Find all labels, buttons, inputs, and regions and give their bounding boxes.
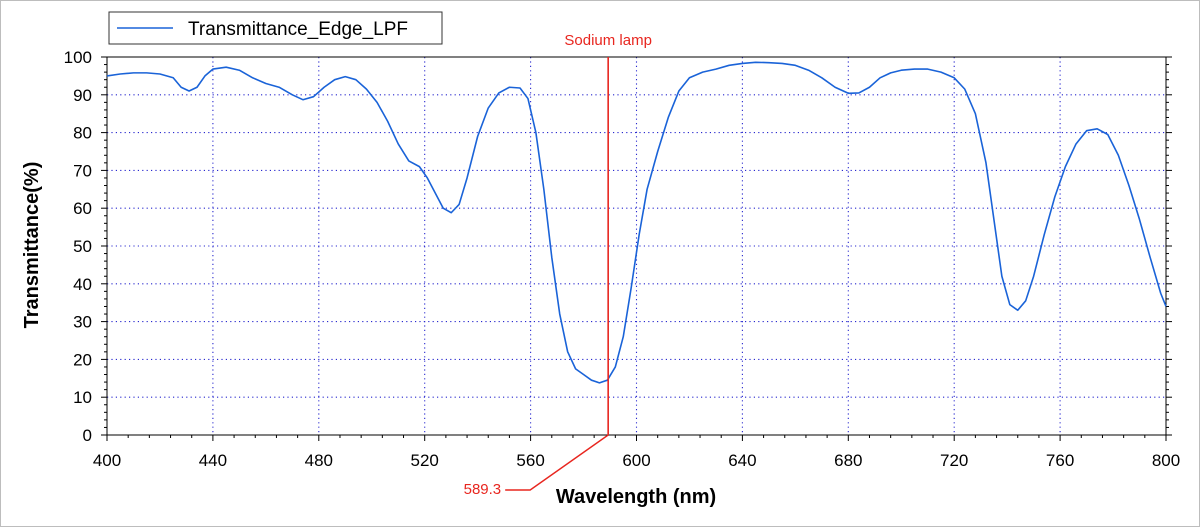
- x-tick-label: 520: [411, 451, 439, 470]
- y-axis-title: Transmittance(%): [21, 162, 43, 329]
- wavelength-callout-label: 589.3: [464, 481, 502, 498]
- y-axis-ticks: 0 10 20 30 40 50 60 70 80 90 100: [64, 48, 1172, 445]
- x-tick-label: 400: [93, 451, 121, 470]
- x-tick-label: 560: [516, 451, 544, 470]
- x-tick-label: 720: [940, 451, 968, 470]
- x-axis-title: Wavelength (nm): [556, 486, 716, 508]
- y-tick-label: 20: [73, 350, 92, 369]
- y-tick-label: 40: [73, 275, 92, 294]
- x-tick-label: 480: [305, 451, 333, 470]
- y-tick-label: 70: [73, 161, 92, 180]
- y-tick-label: 90: [73, 86, 92, 105]
- x-tick-label: 680: [834, 451, 862, 470]
- y-tick-label: 50: [73, 237, 92, 256]
- y-tick-label: 10: [73, 388, 92, 407]
- x-tick-label: 800: [1152, 451, 1180, 470]
- y-tick-label: 60: [73, 199, 92, 218]
- legend-label: Transmittance_Edge_LPF: [188, 19, 408, 40]
- legend: Transmittance_Edge_LPF: [108, 11, 443, 45]
- y-tick-label: 0: [83, 426, 92, 445]
- x-axis-ticks: 400 440 480 520 560 600 640 680 720 760 800: [93, 435, 1180, 470]
- y-tick-label: 30: [73, 313, 92, 332]
- x-tick-label: 640: [728, 451, 756, 470]
- plot-area-frame: [106, 56, 1167, 436]
- y-tick-label: 80: [73, 124, 92, 143]
- y-tick-label: 100: [64, 48, 92, 67]
- sodium-lamp-label: Sodium lamp: [564, 32, 652, 49]
- series-line-transmittance: [106, 61, 1167, 384]
- x-tick-label: 600: [622, 451, 650, 470]
- x-tick-label: 440: [199, 451, 227, 470]
- wavelength-callout-line: [505, 434, 609, 491]
- x-tick-label: 760: [1046, 451, 1074, 470]
